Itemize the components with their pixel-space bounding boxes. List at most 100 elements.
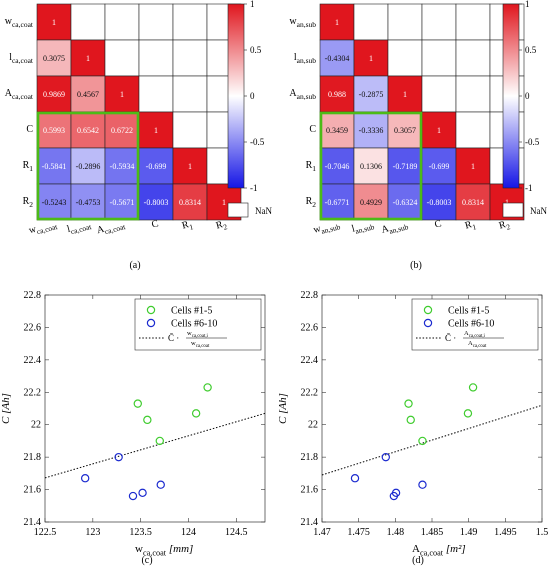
column-label: R2 xyxy=(498,218,512,233)
panel-label-d: (d) xyxy=(412,555,424,566)
data-point xyxy=(418,480,427,489)
heatmap-cell-label: -0.5243 xyxy=(42,198,67,207)
heatmap-cell xyxy=(319,183,355,221)
heatmap-cell-label: 1 xyxy=(471,162,475,171)
heatmap-cell-label: 1 xyxy=(335,18,339,27)
heatmap-cell-label: -0.8003 xyxy=(144,198,169,207)
x-axis-label: wca,coat [mm] xyxy=(135,543,193,557)
colorbar-tick-label: -0.5 xyxy=(250,137,265,147)
y-axis-label: C [Ah] xyxy=(0,393,12,424)
heatmap-cell-empty xyxy=(387,3,423,41)
heatmap-cell xyxy=(36,3,72,41)
heatmap-cell-label: 0.6722 xyxy=(111,126,133,135)
y-tick-label: 22 xyxy=(308,420,318,431)
row-label: C xyxy=(26,124,33,135)
heatmap-cell-label: 0.3459 xyxy=(326,126,348,135)
data-point xyxy=(155,436,164,446)
scatter-panel-c: 122.5 123 123.5 124 124.5 21.4 21.6 21.8 22 22.2 2… xyxy=(0,290,266,557)
row-label: R2 xyxy=(23,196,34,209)
heatmap-cell-empty xyxy=(455,39,491,77)
y-tick-label: 21.4 xyxy=(301,517,319,528)
x-tick-label: 123.5 xyxy=(129,527,152,538)
column-label: R2 xyxy=(215,218,229,233)
heatmap-cell xyxy=(36,111,72,149)
heatmap-cell-empty xyxy=(455,3,491,41)
y-tick-label: 22.6 xyxy=(301,322,319,333)
column-label: lan,sub xyxy=(351,218,376,236)
row-label: lca,coat xyxy=(9,52,34,65)
x-tick-label: 124 xyxy=(181,527,196,538)
data-point xyxy=(404,399,413,408)
heatmap-cell xyxy=(36,75,72,113)
y-tick-label: 22.6 xyxy=(24,322,42,333)
legend-fit-prefix: C̄ · xyxy=(445,333,456,343)
legend-fit-denominator: wca,coat xyxy=(191,340,210,349)
y-tick-label: 22.2 xyxy=(24,387,42,398)
heatmap-cell-label: 1 xyxy=(403,90,407,99)
heatmap-cell-label: 0.4929 xyxy=(360,198,382,207)
column-label: Aan,sub xyxy=(380,218,409,238)
heatmap-cell-empty xyxy=(455,75,491,113)
x-tick-label: 1.47 xyxy=(313,527,331,538)
heatmap-cell-label: 0.1306 xyxy=(360,162,382,171)
heatmap-cell-label: 1 xyxy=(86,54,90,63)
row-label: R1 xyxy=(23,160,34,173)
heatmap-cell-empty xyxy=(172,3,208,41)
data-point xyxy=(191,409,201,418)
heatmap-cell-empty xyxy=(353,3,389,41)
y-tick-label: 22.2 xyxy=(301,387,319,398)
colorbar-tick-label: -1 xyxy=(250,183,258,193)
data-point xyxy=(156,480,165,489)
column-label: Aca,coat xyxy=(96,218,128,238)
legend-marker xyxy=(423,305,433,315)
heatmap-panel-b: 1 -0.4304 1 0.988 -0.2875 1 0.3459 -0.3336 0.305… xyxy=(289,0,547,238)
heatmap-cell-label: 0.3075 xyxy=(43,54,65,63)
row-label: Aan,sub xyxy=(289,88,316,101)
legend-entry: Cells #1-5 xyxy=(448,306,489,317)
y-axis-label: C [Ah] xyxy=(277,393,289,424)
heatmap-cell-label: 1 xyxy=(188,162,192,171)
heatmap-cell-empty xyxy=(70,3,106,41)
data-point xyxy=(381,452,390,462)
legend-entry: Cells #6-10 xyxy=(171,319,217,330)
heatmap-cell-label: 1 xyxy=(437,126,441,135)
x-tick-label: 124.5 xyxy=(225,527,248,538)
heatmap-cell-empty xyxy=(138,75,174,113)
legend-marker xyxy=(423,318,433,328)
data-point xyxy=(418,436,427,446)
legend-box xyxy=(411,298,539,351)
data-point xyxy=(138,488,147,498)
data-point xyxy=(391,488,401,498)
heatmap-cell-label: 0.3057 xyxy=(394,126,416,135)
heatmap-cell-empty xyxy=(421,3,457,41)
heatmap-cell-label: 1 xyxy=(154,126,158,135)
fit-line xyxy=(321,404,543,476)
heatmap-cell xyxy=(206,183,242,221)
x-tick-label: 1.485 xyxy=(421,527,444,538)
data-point xyxy=(350,474,360,483)
heatmap-cell-label: 0.5993 xyxy=(43,126,65,135)
y-tick-label: 21.8 xyxy=(24,452,42,463)
heatmap-cell-label: 1 xyxy=(222,198,226,207)
heatmap-cell-label: -0.4753 xyxy=(76,198,101,207)
heatmap-cell xyxy=(353,183,389,221)
nan-swatch xyxy=(227,202,249,218)
heatmap-cell xyxy=(353,39,389,77)
y-tick-label: 21.6 xyxy=(301,485,319,496)
heatmap-panel-a: 1 0.3075 1 0.9869 0.4567 1 0.5993 0.6542 0.6722 1… xyxy=(5,0,273,238)
row-label: Aca,coat xyxy=(5,88,34,101)
heatmap-cell-label: -0.699 xyxy=(429,162,450,171)
heatmap-cell-empty xyxy=(138,39,174,77)
heatmap-cell xyxy=(455,183,491,221)
column-label: wan,sub xyxy=(312,218,341,238)
column-label: R1 xyxy=(464,218,478,233)
heatmap-cell-label: -0.7189 xyxy=(393,162,418,171)
heatmap-cell xyxy=(172,147,208,185)
row-label: R2 xyxy=(306,196,317,209)
heatmap-cell-empty xyxy=(172,75,208,113)
x-tick-label: 1.49 xyxy=(460,527,478,538)
y-tick-label: 22.4 xyxy=(24,355,42,366)
colorbar-tick-label: 0.5 xyxy=(250,45,262,55)
heatmap-cell xyxy=(353,75,389,113)
colorbar xyxy=(227,3,245,189)
